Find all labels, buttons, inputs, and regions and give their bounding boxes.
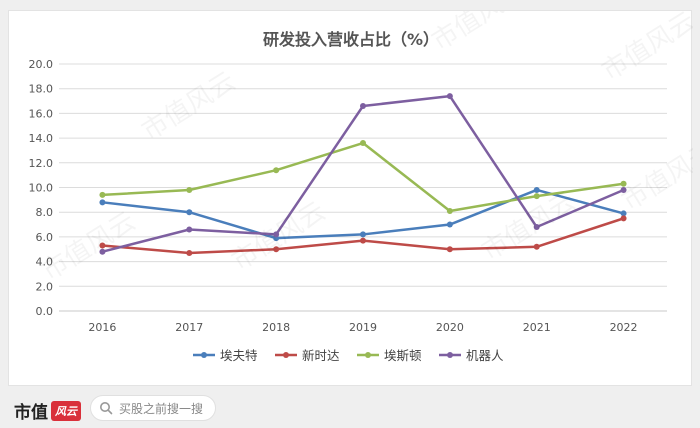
x-tick-label: 2020 [436, 321, 464, 334]
data-point [360, 237, 366, 244]
y-tick-label: 20.0 [29, 58, 54, 71]
data-point [533, 243, 540, 250]
line-chart: 研发投入营收占比（%） 0.0 2.0 4.0 6.0 8.0 10.0 12.0 14.0 16… [29, 11, 694, 363]
watermark: 市值风云 [137, 66, 241, 147]
data-point [186, 226, 193, 233]
brand-logo[interactable]: 市值 风云 [14, 398, 81, 423]
x-tick-label: 2021 [523, 321, 551, 334]
data-point [446, 93, 453, 100]
watermark: 市值风云 [597, 11, 693, 87]
y-tick-label: 0.0 [36, 305, 54, 318]
data-point [99, 199, 106, 206]
y-tick-label: 8.0 [36, 206, 54, 219]
search-box[interactable]: 买股之前搜一搜 [90, 395, 216, 421]
y-tick-label: 6.0 [36, 231, 54, 244]
data-point [186, 209, 193, 216]
data-point [620, 215, 627, 222]
footer-bar: 市值 风云 买股之前搜一搜 [0, 390, 700, 428]
legend-marker [201, 352, 207, 358]
search-icon [100, 402, 113, 415]
data-point [360, 102, 366, 109]
data-point [446, 246, 453, 253]
data-point [273, 167, 280, 174]
data-point [186, 249, 193, 256]
legend-marker [447, 352, 453, 358]
x-tick-label: 2016 [88, 321, 116, 334]
chart-title: 研发投入营收占比（%） [263, 30, 439, 49]
legend-marker [365, 352, 371, 358]
data-point [620, 210, 627, 217]
data-point [533, 186, 540, 193]
data-point [620, 180, 627, 187]
data-point [533, 193, 540, 200]
data-point [273, 246, 280, 253]
y-tick-label: 10.0 [29, 182, 54, 195]
legend-label: 机器人 [466, 348, 504, 363]
data-point [186, 186, 193, 193]
x-tick-label: 2018 [262, 321, 290, 334]
x-tick-label: 2022 [610, 321, 638, 334]
x-tick-label: 2017 [175, 321, 203, 334]
brand-name: 市值 [14, 403, 48, 423]
y-tick-label: 18.0 [29, 83, 54, 96]
data-point [360, 140, 366, 147]
legend-label: 埃斯顿 [384, 348, 422, 363]
data-point [99, 242, 106, 249]
x-tick-label: 2019 [349, 321, 377, 334]
y-tick-label: 2.0 [36, 280, 54, 293]
watermark: 市值风云 [617, 136, 693, 217]
data-point [533, 224, 540, 231]
data-point [273, 231, 280, 238]
legend-label: 新时达 [302, 348, 340, 363]
y-tick-label: 4.0 [36, 256, 54, 269]
data-point [620, 186, 627, 193]
brand-stamp: 风云 [51, 400, 81, 421]
chart-card: 研发投入营收占比（%） 0.0 2.0 4.0 6.0 8.0 10.0 12.0 14.0 16… [8, 10, 694, 386]
search-placeholder: 买股之前搜一搜 [119, 401, 204, 416]
y-tick-label: 12.0 [29, 157, 54, 170]
data-point [360, 231, 366, 238]
data-point [446, 207, 453, 214]
legend-marker [283, 352, 289, 358]
data-point [99, 248, 106, 255]
legend-label: 埃夫特 [220, 348, 258, 363]
data-point [446, 221, 453, 228]
data-point [99, 191, 106, 198]
y-tick-label: 16.0 [29, 107, 54, 120]
watermark: 市值风云 [427, 11, 531, 57]
y-tick-label: 14.0 [29, 132, 54, 145]
